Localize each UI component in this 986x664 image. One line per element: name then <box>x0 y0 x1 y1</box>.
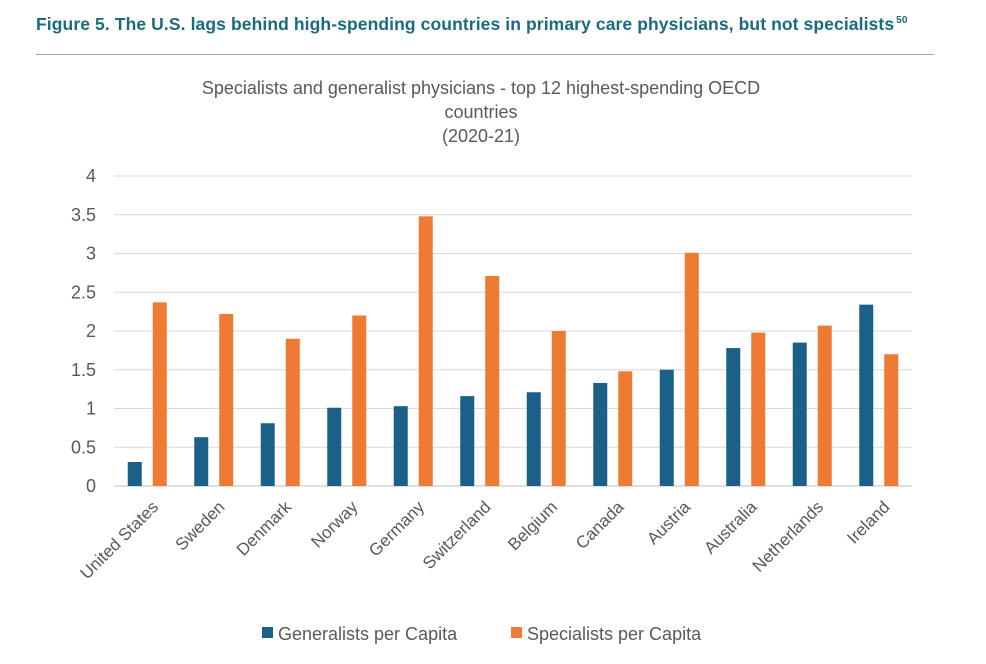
y-tick-label: 0.5 <box>71 437 96 457</box>
generalists-bar-germany <box>393 406 408 486</box>
legend-swatch <box>511 627 522 638</box>
x-tick-label: Ireland <box>843 497 893 547</box>
generalists-bar-belgium <box>526 392 541 486</box>
specialists-bar-norway <box>352 315 367 486</box>
generalists-bar-australia <box>726 348 741 486</box>
x-tick-label: Switzerland <box>419 497 495 573</box>
y-tick-label: 1.5 <box>71 360 96 380</box>
figure-label: Figure 5. The U.S. lags behind high-spen… <box>36 14 895 34</box>
chart-title-line: Specialists and generalist physicians - … <box>202 78 760 98</box>
x-tick-label: Germany <box>365 497 428 560</box>
gridlines <box>114 175 912 487</box>
chart-title-line: countries <box>444 102 517 122</box>
specialists-bar-germany <box>418 216 433 487</box>
specialists-bar-united-states <box>152 302 167 486</box>
x-tick-label: Austria <box>643 497 694 548</box>
x-tick-label: Belgium <box>504 497 561 554</box>
generalists-bar-denmark <box>260 423 275 486</box>
generalists-bar-netherlands <box>792 342 807 486</box>
specialists-bar-austria <box>684 252 699 486</box>
y-tick-label: 2.5 <box>71 282 96 302</box>
specialists-bar-denmark <box>285 338 300 486</box>
legend-swatch <box>262 627 273 638</box>
figure-heading: Figure 5. The U.S. lags behind high-spen… <box>36 14 934 35</box>
specialists-bar-belgium <box>551 331 566 486</box>
y-tick-label: 1 <box>86 399 96 419</box>
bars <box>127 216 899 487</box>
specialists-bar-australia <box>751 332 766 486</box>
generalists-bar-sweden <box>194 437 209 486</box>
specialists-bar-netherlands <box>817 325 832 486</box>
generalists-bar-norway <box>327 407 342 486</box>
x-tick-label: Denmark <box>233 497 296 560</box>
legend: Generalists per Capita Specialists per Ca… <box>262 624 702 644</box>
legend-label: Generalists per Capita <box>278 624 458 644</box>
y-tick-label: 0 <box>86 476 96 496</box>
x-tick-label: Australia <box>700 497 761 558</box>
x-axis: United States Sweden Denmark Norway GermanyS… <box>76 497 893 583</box>
generalists-bar-austria <box>659 369 674 486</box>
x-tick-label: Canada <box>572 497 628 553</box>
x-tick-label: Netherlands <box>749 497 827 575</box>
y-tick-label: 3 <box>86 244 96 264</box>
heading-divider <box>36 54 934 55</box>
chart-title-line: (2020-21) <box>442 126 520 146</box>
footnote-marker: 50 <box>896 15 908 27</box>
x-tick-label: Norway <box>307 497 362 552</box>
chart-title: Specialists and generalist physicians - … <box>202 78 760 146</box>
y-tick-label: 2 <box>86 321 96 341</box>
generalists-bar-canada <box>593 382 608 486</box>
generalists-bar-ireland <box>859 304 874 486</box>
x-tick-label: Sweden <box>172 497 229 554</box>
specialists-bar-canada <box>618 371 633 486</box>
y-tick-label: 4 <box>86 166 96 186</box>
legend-label: Specialists per Capita <box>527 624 702 644</box>
specialists-bar-ireland <box>884 354 899 486</box>
y-tick-label: 3.5 <box>71 205 96 225</box>
specialists-bar-sweden <box>219 313 234 486</box>
x-tick-label: United States <box>76 497 162 583</box>
y-axis: 0 0.5 1 1.5 2 2.5 3 3.5 4 <box>71 166 96 496</box>
specialists-bar-switzerland <box>485 275 500 486</box>
generalists-bar-united-states <box>127 461 142 486</box>
generalists-bar-switzerland <box>460 396 475 486</box>
